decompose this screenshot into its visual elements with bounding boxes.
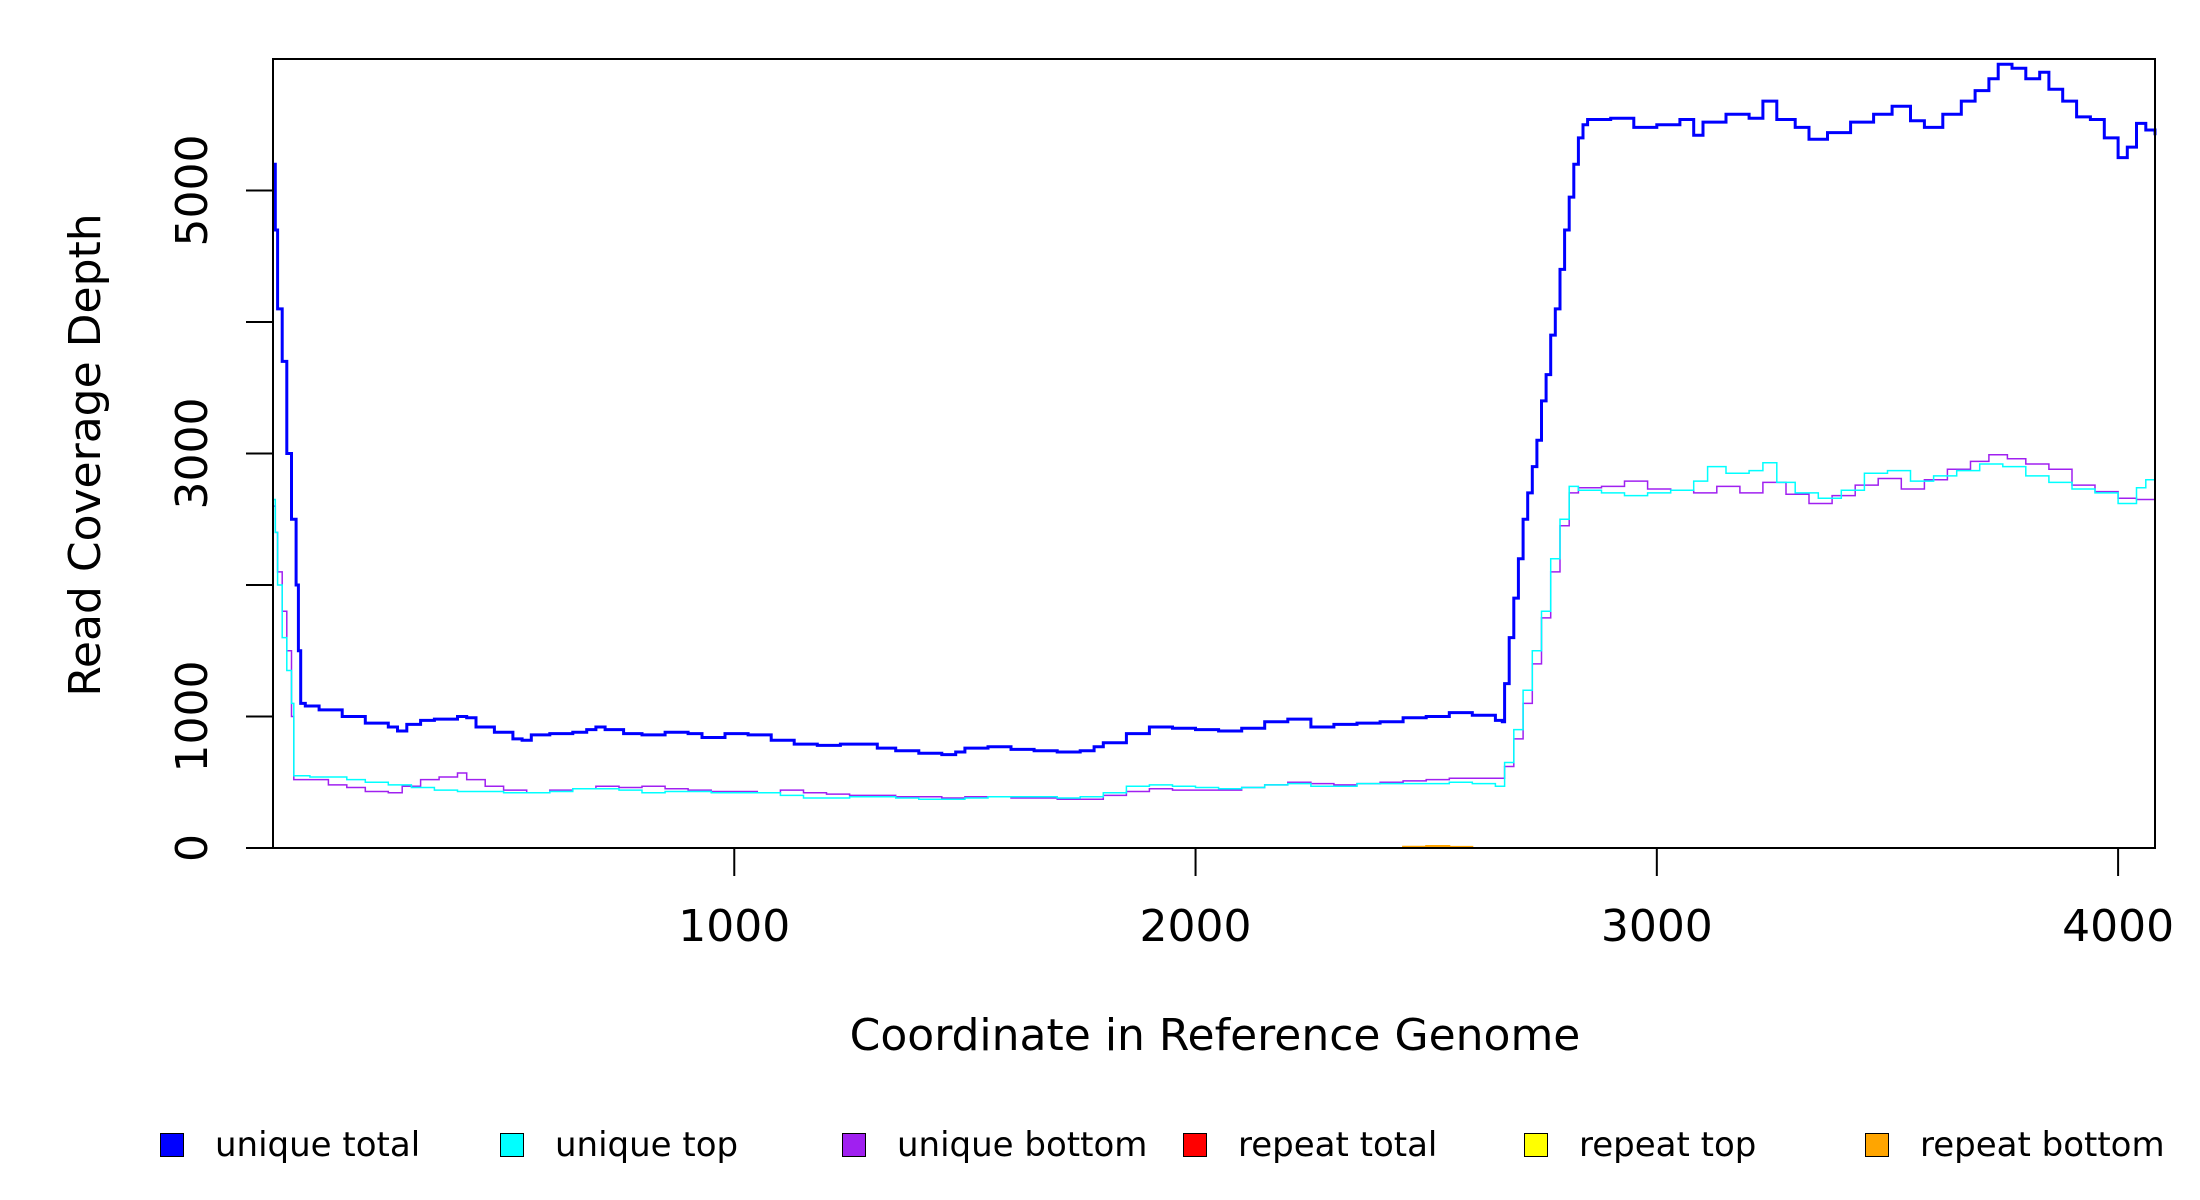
legend-item: unique bottom xyxy=(842,1120,1147,1170)
legend-label: unique top xyxy=(555,1125,739,1165)
x-tick-label: 2000 xyxy=(1140,901,1252,952)
legend-item: repeat bottom xyxy=(1865,1120,2165,1170)
legend-swatch xyxy=(1865,1133,1889,1157)
y-tick-label: 5000 xyxy=(167,135,218,247)
x-tick-label: 3000 xyxy=(1601,901,1713,952)
x-tick-label: 1000 xyxy=(678,901,790,952)
legend-label: repeat total xyxy=(1238,1125,1438,1165)
legend-swatch xyxy=(1183,1133,1207,1157)
legend-item: repeat top xyxy=(1524,1120,1756,1170)
legend-item: unique top xyxy=(500,1120,738,1170)
y-axis-label: Read Coverage Depth xyxy=(60,213,111,696)
legend-item: repeat total xyxy=(1183,1120,1437,1170)
y-tick-label: 0 xyxy=(167,834,218,862)
y-axis: 0 1000 3000 5000 xyxy=(167,135,273,862)
legend-swatch xyxy=(500,1133,524,1157)
legend-label: unique bottom xyxy=(897,1125,1148,1165)
y-tick-label: 1000 xyxy=(167,661,218,773)
series-layer xyxy=(273,62,2157,849)
legend-label: unique total xyxy=(215,1125,421,1165)
x-axis: 1000 2000 3000 4000 xyxy=(678,848,2174,952)
x-axis-label: Coordinate in Reference Genome xyxy=(850,1010,1581,1061)
series-line-unique-total xyxy=(273,62,2157,757)
legend-swatch xyxy=(1524,1133,1548,1157)
legend: unique total unique top unique bottom repea… xyxy=(160,1120,2200,1170)
legend-label: repeat top xyxy=(1579,1125,1757,1165)
y-tick-label: 3000 xyxy=(167,398,218,510)
series-line-unique-top xyxy=(273,461,2156,801)
series-line-unique-bottom xyxy=(273,454,2156,801)
legend-swatch xyxy=(160,1133,184,1157)
x-tick-label: 4000 xyxy=(2062,901,2174,952)
legend-label: repeat bottom xyxy=(1920,1125,2165,1165)
legend-item: unique total xyxy=(160,1120,420,1170)
legend-swatch xyxy=(842,1133,866,1157)
